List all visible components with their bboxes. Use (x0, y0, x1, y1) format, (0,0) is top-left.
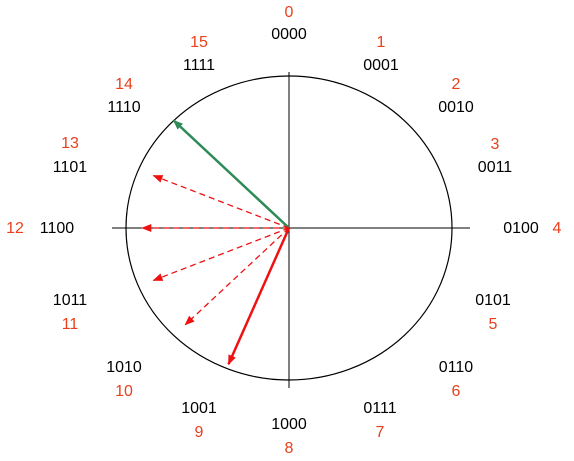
binary-label-15: 1111 (183, 57, 215, 74)
binary-label-7: 0111 (363, 400, 396, 417)
binary-label-5: 0101 (475, 292, 511, 309)
arrow-layer (141, 119, 291, 366)
binary-label-6: 0110 (439, 359, 474, 376)
decimal-label-8: 8 (285, 440, 294, 457)
binary-labels: 0000 0001 0010 0011 0100 0101 0110 0111 … (40, 26, 539, 433)
decimal-label-1: 1 (377, 34, 386, 51)
arrow-solid-green-to-14 (172, 119, 290, 229)
binary-label-8: 1000 (271, 416, 307, 433)
decimal-label-5: 5 (489, 316, 498, 333)
arrow-solid-red-to-9 (227, 227, 291, 366)
binary-label-14: 1110 (107, 99, 140, 116)
arrow-dashed-red-to-13 (152, 174, 290, 229)
binary-label-12: 1100 (40, 220, 75, 237)
binary-label-3: 0011 (478, 159, 513, 176)
decimal-label-14: 14 (115, 76, 133, 93)
decimal-label-0: 0 (285, 4, 294, 21)
decimal-label-4: 4 (553, 220, 562, 237)
binary-label-10: 1010 (106, 359, 142, 376)
binary-label-4: 0100 (503, 220, 539, 237)
binary-label-1: 0001 (363, 57, 399, 74)
arrow-dashed-red-to-11 (152, 227, 290, 282)
arrow-dashed-red-to-10 (184, 227, 290, 326)
decimal-label-7: 7 (376, 424, 385, 441)
binary-label-2: 0010 (438, 99, 474, 116)
decimal-label-10: 10 (115, 383, 133, 400)
decimal-label-6: 6 (452, 383, 461, 400)
binary-label-11: 1011 (53, 292, 88, 309)
decimal-label-3: 3 (491, 136, 500, 153)
decimal-label-13: 13 (61, 135, 79, 152)
binary-label-9: 1001 (181, 400, 217, 417)
decimal-label-11: 11 (62, 316, 79, 333)
decimal-label-15: 15 (190, 34, 208, 51)
decimal-label-2: 2 (452, 76, 461, 93)
binary-label-0: 0000 (271, 26, 307, 43)
binary-label-13: 1101 (53, 159, 88, 176)
decimal-label-9: 9 (195, 424, 204, 441)
decimal-label-12: 12 (6, 220, 24, 237)
decimal-labels: 0 1 2 3 4 5 6 7 8 9 10 11 12 13 14 15 (6, 4, 561, 457)
